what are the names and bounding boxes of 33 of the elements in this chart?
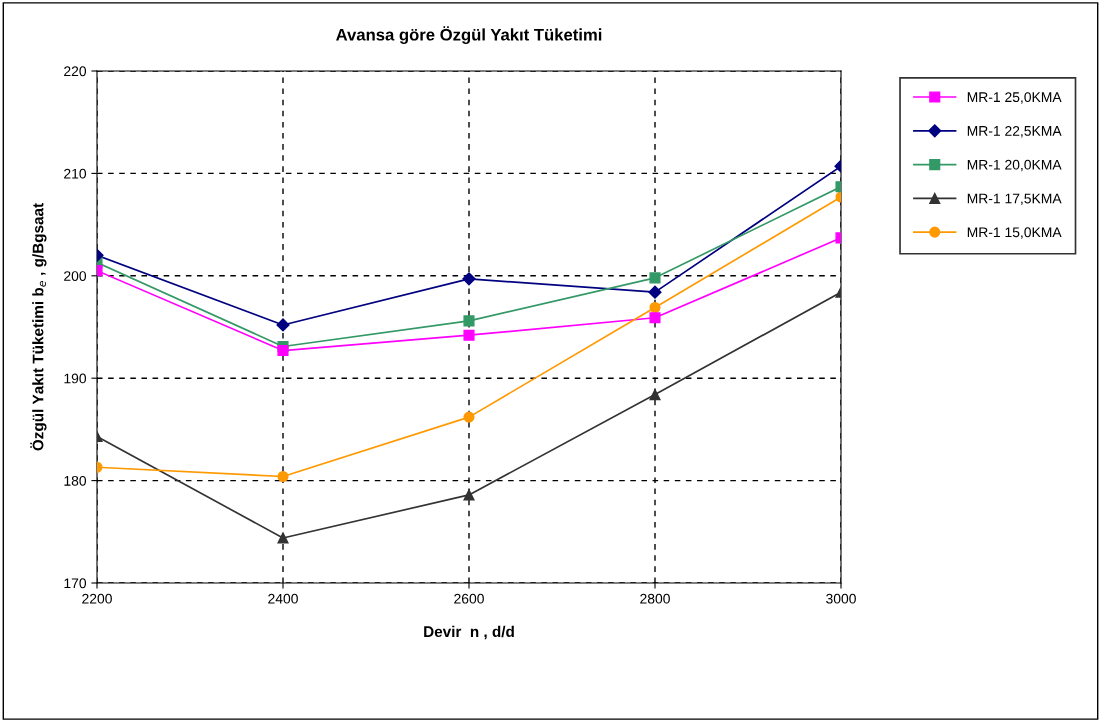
point <box>277 532 289 544</box>
point <box>276 318 290 332</box>
y-axis-title: Özgül Yakıt Tüketimi b$_{e}$ , g/Bgsaat <box>30 203 47 451</box>
x-tick-label: 2400 <box>268 593 298 604</box>
point <box>463 489 475 501</box>
y-tick-label: 190 <box>64 373 87 384</box>
x-axis-title: Devir n , d/d <box>424 625 514 640</box>
point <box>463 411 475 423</box>
point <box>277 344 289 357</box>
point <box>649 312 661 324</box>
legend-label: MR-1 25,0KMA <box>967 92 1062 104</box>
point <box>463 329 475 341</box>
legend-label: MR-1 17,5KMA <box>967 193 1062 206</box>
legend-label: MR-1 20,0KMA <box>967 159 1062 172</box>
legend-label: MR-1 22,5KMA <box>967 125 1062 138</box>
point <box>463 315 475 327</box>
x-tick-label: 2800 <box>640 593 670 604</box>
point <box>277 470 289 483</box>
chart-title: Avansa göre Özgül Yakıt Tüketimi <box>336 26 602 44</box>
x-tick-label: 2200 <box>82 593 112 604</box>
point <box>648 285 662 299</box>
legend-label: MR-1 15,0KMA <box>967 227 1062 239</box>
y-tick-label: 220 <box>64 66 87 77</box>
point <box>462 272 476 286</box>
y-tick-label: 170 <box>64 578 87 589</box>
point <box>649 301 661 314</box>
y-tick-label: 180 <box>64 475 87 486</box>
x-tick-label: 2600 <box>454 593 484 604</box>
y-tick-label: 200 <box>64 271 87 281</box>
x-tick-label: 3000 <box>826 593 856 604</box>
point <box>649 272 661 284</box>
y-tick-label: 210 <box>64 168 87 179</box>
point <box>649 389 661 401</box>
